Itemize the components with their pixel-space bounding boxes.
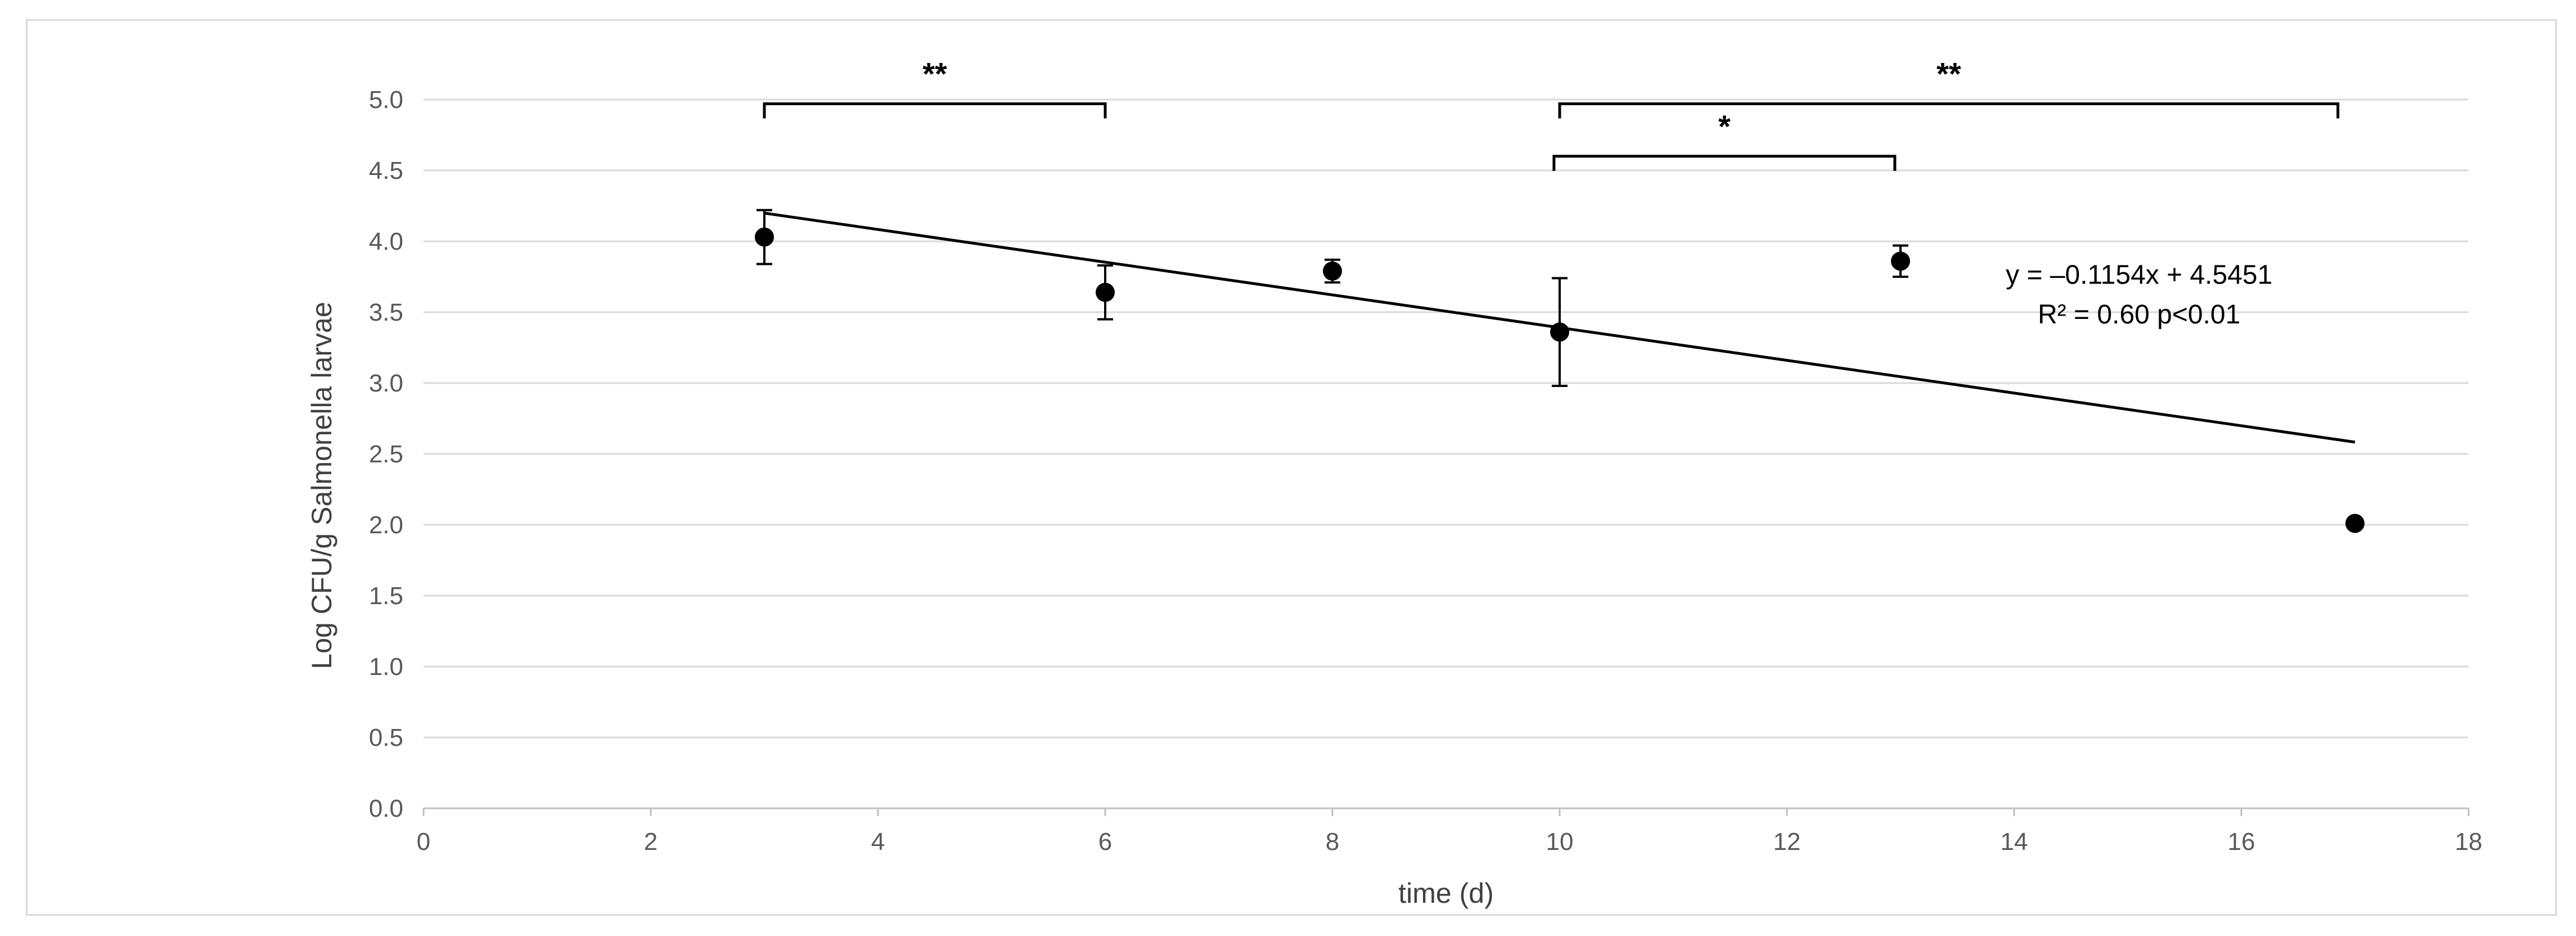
x-tick-label: 6 — [1098, 828, 1112, 856]
y-tick-label: 4.5 — [369, 157, 403, 184]
data-point — [1323, 261, 1342, 281]
y-tick-label: 3.0 — [369, 370, 403, 397]
x-tick-label: 10 — [1546, 828, 1574, 856]
y-tick-label: 3.5 — [369, 299, 403, 326]
significance-bracket — [1558, 102, 2340, 119]
x-tick-label: 12 — [1773, 828, 1801, 856]
significance-brackets: ** *** — [763, 56, 2340, 171]
x-tick-label: 4 — [871, 828, 885, 856]
data-point — [755, 227, 774, 247]
axes: 0.0 0.5 1.0 1.5 2.0 2.5 3.0 3.5 4.0 4.5 5.0 0 2 4 6 8 10… — [369, 86, 2483, 856]
y-tick-label: 2.0 — [369, 511, 403, 539]
labels: time (d) Log CFU/g Salmonella larvae y =… — [306, 260, 2272, 909]
y-tick-label: 2.5 — [369, 440, 403, 468]
gridlines — [424, 98, 2469, 739]
chart-frame: 0.0 0.5 1.0 1.5 2.0 2.5 3.0 3.5 4.0 4.5 5.0 0 2 4 6 8 10… — [26, 19, 2557, 916]
y-tick-label: 1.0 — [369, 653, 403, 681]
data-point — [2345, 514, 2365, 533]
y-tick-label: 5.0 — [369, 86, 403, 114]
data-point — [1891, 251, 1910, 271]
significance-label: ** — [1936, 56, 1961, 92]
x-tick-label: 0 — [417, 828, 430, 856]
data-points — [755, 209, 2365, 533]
x-tick-label: 18 — [2455, 828, 2483, 856]
significance-label: * — [1718, 109, 1731, 144]
x-tick-label: 16 — [2228, 828, 2255, 856]
x-tick-label: 14 — [2001, 828, 2028, 856]
y-tick-label: 0.5 — [369, 724, 403, 752]
x-axis-title: time (d) — [1398, 878, 1493, 909]
significance-label: ** — [922, 56, 947, 92]
y-tick-label: 4.0 — [369, 228, 403, 255]
y-tick-label: 0.0 — [369, 795, 403, 822]
x-tick-label: 8 — [1326, 828, 1339, 856]
data-point — [1550, 322, 1569, 342]
significance-bracket — [763, 102, 1107, 119]
trendline-stats: R² = 0.60 p<0.01 — [2038, 300, 2240, 330]
data-point — [1096, 282, 1115, 302]
scatter-chart: 0.0 0.5 1.0 1.5 2.0 2.5 3.0 3.5 4.0 4.5 5.0 0 2 4 6 8 10… — [306, 56, 2483, 909]
trendline-equation: y = –0.1154x + 4.5451 — [2006, 260, 2272, 290]
x-tick-label: 2 — [644, 828, 657, 856]
y-axis-title: Log CFU/g Salmonella larvae — [306, 302, 337, 669]
significance-bracket — [1552, 155, 1897, 171]
y-tick-label: 1.5 — [369, 582, 403, 610]
